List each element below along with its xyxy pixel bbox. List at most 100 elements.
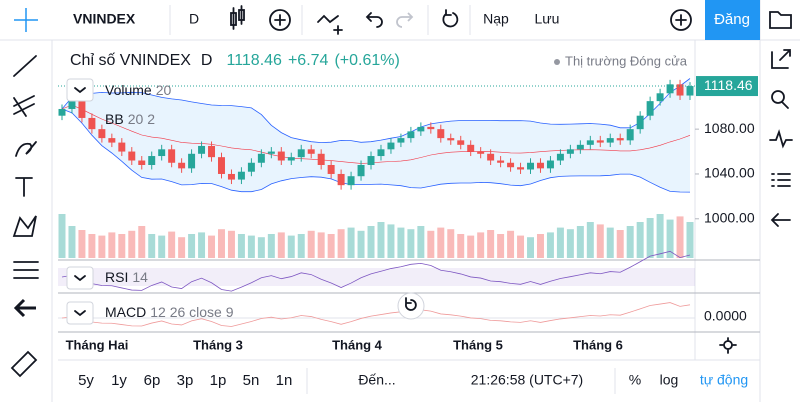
signup-button[interactable] [705, 0, 760, 40]
time-axis: Tháng Hai Tháng 3 Tháng 4 Tháng 5 Tháng 6 [66, 337, 623, 352]
range-button[interactable]: 1y [111, 372, 127, 389]
auto[interactable]: tự động [700, 372, 748, 388]
candle-body [656, 93, 664, 102]
add-indicator-icon[interactable] [269, 9, 291, 31]
symbol[interactable]: VNINDEX [73, 11, 136, 27]
legend: Chỉ số VNINDEX D 1118.46 +6.74 (+0.61%) Thị … [66, 52, 747, 354]
interval[interactable]: D [189, 11, 199, 27]
volume-bar [656, 214, 664, 258]
volume-bar [78, 230, 86, 258]
candle-body [616, 138, 624, 141]
volume-bar [68, 226, 76, 258]
range-button[interactable]: 5y [78, 372, 94, 389]
bb-upper [61, 78, 691, 144]
volume-bar [168, 231, 176, 258]
text-tool[interactable] [15, 177, 33, 197]
volume-bar [247, 235, 255, 258]
volume-bar [208, 235, 216, 258]
range-button[interactable]: 6p [144, 372, 161, 389]
range-button[interactable]: 5n [243, 372, 260, 389]
save[interactable]: Lưu [535, 11, 560, 27]
volume-bar [536, 234, 544, 258]
prediction-tool[interactable] [13, 261, 39, 279]
range-button[interactable]: 1p [210, 372, 227, 389]
volume-bar [347, 227, 355, 258]
volume-params: 20 [156, 82, 172, 98]
compare-icon[interactable] [317, 14, 343, 35]
volume-bar [407, 229, 415, 258]
collapse-icon[interactable] [770, 213, 791, 227]
candle-body [327, 165, 335, 174]
popout-icon[interactable] [771, 49, 791, 69]
redo-icon[interactable] [396, 12, 414, 28]
macd-line [61, 302, 691, 327]
back-icon[interactable] [13, 298, 36, 318]
interval: D [201, 52, 213, 69]
volume-bar [277, 232, 285, 258]
candle-icon[interactable] [230, 5, 245, 30]
volume-bar [616, 230, 624, 258]
candle-body [158, 149, 166, 157]
volume-bar [108, 232, 116, 258]
time-label: Tháng 3 [193, 337, 243, 352]
candle-body [347, 176, 355, 186]
signup-label[interactable]: Đăng [714, 11, 750, 28]
candle-body [237, 171, 245, 180]
volume-bar [626, 226, 634, 258]
pattern-tool[interactable] [12, 215, 37, 237]
volume-bar [227, 230, 235, 258]
candle-body [556, 153, 564, 161]
volume-bar [467, 235, 475, 258]
ruler-tool[interactable] [10, 350, 38, 378]
crosshair-icon[interactable] [14, 8, 38, 32]
candle-body [586, 140, 594, 145]
candle-body [676, 84, 684, 96]
fib-tool[interactable] [13, 95, 35, 117]
candle-body [417, 126, 425, 132]
range-button[interactable]: 1n [276, 372, 293, 389]
rsi-params: 14 [132, 269, 148, 285]
volume-bar [507, 230, 515, 258]
folder-icon[interactable] [769, 11, 792, 29]
add-icon[interactable] [670, 9, 692, 31]
last-price-box [696, 76, 758, 97]
brush-tool[interactable] [15, 141, 37, 157]
search-icon[interactable] [771, 90, 789, 109]
volume-bar [497, 234, 505, 258]
reset-icon[interactable] [442, 9, 459, 28]
volume-bar [367, 226, 375, 258]
volume-bar [138, 226, 146, 258]
volume-bar [477, 232, 485, 258]
pulse-icon[interactable] [769, 129, 793, 149]
list-icon[interactable] [771, 173, 791, 187]
candle-body [596, 140, 604, 143]
candle-body [247, 162, 255, 172]
volume-bar [437, 227, 445, 258]
last-price: 1118.46 [226, 52, 282, 69]
volume-bar [387, 224, 395, 258]
candle-body [78, 101, 86, 118]
plot: 1000.00 1040.00 1080.00 1118.46 [58, 76, 758, 327]
candle-body [118, 142, 126, 152]
candle-body [437, 129, 445, 139]
deposit[interactable]: Nạp [483, 11, 509, 27]
bb-lower [61, 108, 691, 193]
undo-icon[interactable] [365, 12, 383, 28]
candle-body [527, 162, 534, 170]
candle-body [88, 117, 96, 130]
candle-body [636, 115, 644, 130]
volume-bar [676, 216, 684, 258]
candle-body [58, 108, 66, 116]
candle-body [208, 145, 216, 158]
candle-body [68, 101, 76, 109]
volume-bar [158, 235, 166, 258]
volume-bar [457, 234, 465, 258]
range-button[interactable]: 3p [177, 372, 194, 389]
log[interactable]: log [660, 372, 679, 388]
volume-bar [596, 224, 604, 258]
line-tool[interactable] [13, 55, 37, 77]
goto[interactable]: Đến... [358, 372, 395, 388]
percent[interactable]: % [629, 372, 641, 388]
